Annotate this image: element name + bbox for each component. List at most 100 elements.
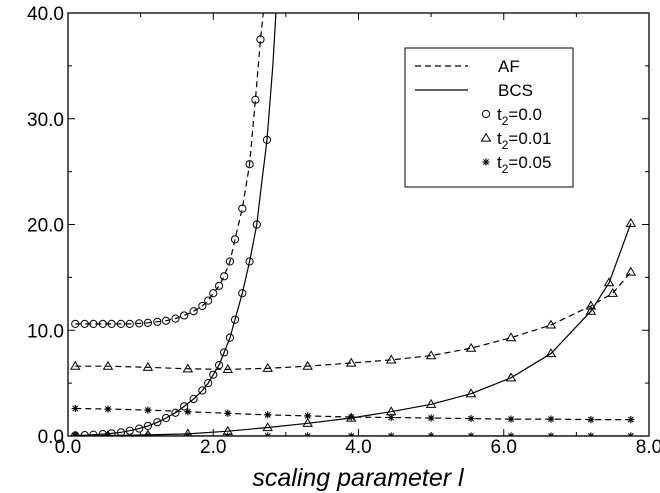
data-point [143, 318, 152, 327]
data-point [125, 426, 134, 435]
data-point [262, 422, 273, 432]
data-point [465, 388, 477, 398]
data-point [585, 305, 597, 315]
data-point [102, 360, 114, 370]
series-line [75, 223, 632, 436]
data-point [238, 204, 247, 213]
data-point [252, 220, 261, 229]
data-point [107, 319, 116, 329]
data-point [427, 414, 435, 422]
legend-marker-circle [481, 109, 491, 119]
data-point [189, 394, 198, 404]
x-tick-label: 2.0 [200, 437, 226, 458]
data-point [71, 404, 79, 413]
x-tick-label: 0.0 [55, 437, 81, 458]
data-point [545, 348, 557, 358]
series-line [75, 271, 632, 371]
data-point [585, 300, 597, 310]
data-point [465, 342, 477, 352]
data-point [262, 135, 272, 144]
data-point [153, 418, 162, 427]
series-af-t2-0-0 [71, 13, 265, 329]
data-point [189, 307, 198, 316]
data-point [180, 311, 189, 320]
data-point [72, 430, 79, 436]
data-point [256, 35, 265, 44]
data-point [182, 363, 194, 373]
data-point [198, 386, 207, 395]
data-point [345, 357, 357, 367]
x-tick-label: 8.0 [636, 437, 660, 458]
data-point [98, 319, 107, 329]
data-point [144, 406, 152, 414]
data-point [625, 218, 637, 228]
legend-label-bcs: BCS [498, 81, 533, 100]
data-point [625, 266, 637, 276]
legend-label-star: t2=0.05 [497, 153, 551, 176]
data-point [209, 370, 218, 379]
data-point [245, 257, 254, 266]
data-point [214, 281, 224, 290]
data-point [505, 332, 517, 342]
data-point [143, 421, 152, 431]
series-line [75, 407, 631, 421]
data-point [507, 415, 515, 423]
data-point [161, 316, 171, 325]
data-point [302, 360, 313, 370]
series-line [75, 13, 264, 325]
data-point [209, 289, 218, 298]
data-point [262, 362, 273, 372]
data-point [230, 315, 240, 324]
data-point [425, 350, 437, 360]
data-point [425, 398, 437, 408]
data-point [135, 424, 144, 433]
data-point [153, 317, 162, 326]
data-point [198, 301, 207, 311]
legend-label-circle: t2=0.0 [497, 105, 542, 128]
data-point [104, 405, 112, 413]
data-point [225, 333, 235, 342]
data-point [142, 361, 154, 371]
data-point [222, 363, 234, 373]
data-point [104, 430, 112, 436]
legend-label-af: AF [498, 57, 520, 76]
legend-box [404, 47, 574, 188]
data-point [220, 348, 229, 357]
series-bcs-t2-0-0 [71, 13, 277, 436]
data-point [347, 413, 355, 421]
data-point [587, 416, 595, 424]
data-point [171, 408, 180, 417]
y-tick-label: 40.0 [27, 4, 64, 25]
series-bcs-t2-0-01 [72, 218, 637, 436]
plot-frame [67, 12, 650, 437]
data-point [545, 319, 557, 329]
data-point [204, 379, 213, 388]
data-point [607, 287, 618, 297]
data-point [161, 413, 171, 423]
data-point [385, 354, 397, 364]
legend-marker-triangle [480, 132, 492, 142]
data-point [245, 160, 254, 169]
series-layer [69, 13, 637, 436]
data-point [238, 289, 247, 298]
data-point [89, 319, 98, 329]
legend-label-triangle: t2=0.01 [497, 129, 551, 152]
data-point [171, 314, 180, 323]
data-point [180, 402, 189, 411]
data-point [547, 415, 555, 423]
y-tick-label: 30.0 [27, 110, 64, 131]
legend-marker-star [482, 158, 490, 166]
data-point [225, 257, 235, 266]
data-point [302, 417, 313, 427]
x-tick-label: 4.0 [345, 437, 371, 458]
data-point [220, 272, 229, 281]
data-point [264, 411, 272, 419]
data-point [505, 372, 517, 382]
series-af-t2-0-05 [71, 404, 635, 424]
data-point [71, 319, 80, 329]
y-tick-label: 0.0 [38, 427, 64, 448]
data-point [387, 413, 395, 422]
data-point [135, 319, 144, 328]
